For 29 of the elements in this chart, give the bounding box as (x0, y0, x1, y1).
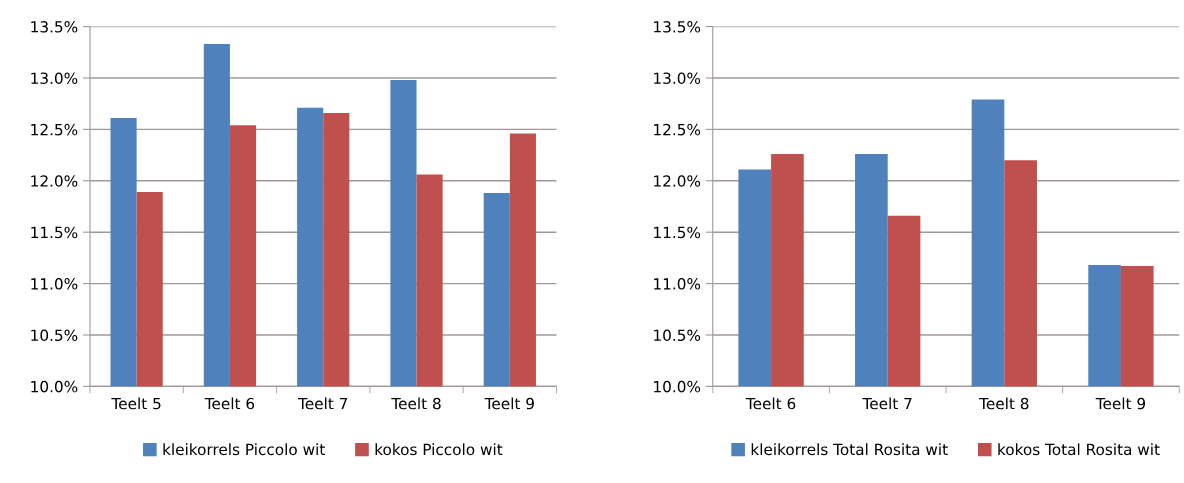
x-tick-label: Teelt 9 (1095, 397, 1146, 410)
y-tick-label: 12.0% (31, 175, 78, 187)
y-tick-label: 10.5% (31, 329, 78, 342)
y-tick-label: 13.5% (31, 21, 78, 33)
legend-label: kleikorrels Total Rosita wit (751, 443, 948, 456)
y-tick-label: 10.5% (654, 329, 701, 342)
x-tick-label: Teelt 9 (484, 397, 534, 410)
y-tick-label: 12.5% (654, 123, 701, 136)
y-tick-label: 11.5% (31, 226, 78, 239)
y-tick-label: 13.0% (31, 72, 78, 84)
x-tick-label: Teelt 6 (745, 397, 796, 410)
legend-label: kleikorrels Piccolo wit (163, 443, 325, 456)
y-tick-label: 13.0% (654, 72, 701, 84)
legend-label: kokos Piccolo wit (375, 443, 503, 456)
legend-label: kokos Total Rosita wit (998, 443, 1160, 456)
y-tick-label: 11.0% (31, 278, 78, 290)
y-tick-label: 10.0% (654, 380, 701, 393)
y-tick-label: 11.0% (654, 278, 701, 290)
x-tick-label: Teelt 5 (111, 397, 161, 410)
x-tick-label: Teelt 7 (862, 397, 912, 410)
x-tick-label: Teelt 6 (204, 397, 255, 410)
x-tick-label: Teelt 7 (298, 397, 348, 410)
x-tick-label: Teelt 8 (391, 397, 441, 410)
y-tick-label: 10.0% (31, 380, 78, 393)
y-tick-label: 13.5% (654, 21, 701, 33)
x-tick-label: Teelt 8 (979, 397, 1029, 410)
y-tick-label: 11.5% (654, 226, 701, 239)
y-tick-label: 12.5% (31, 123, 78, 136)
y-tick-label: 12.0% (654, 175, 701, 187)
